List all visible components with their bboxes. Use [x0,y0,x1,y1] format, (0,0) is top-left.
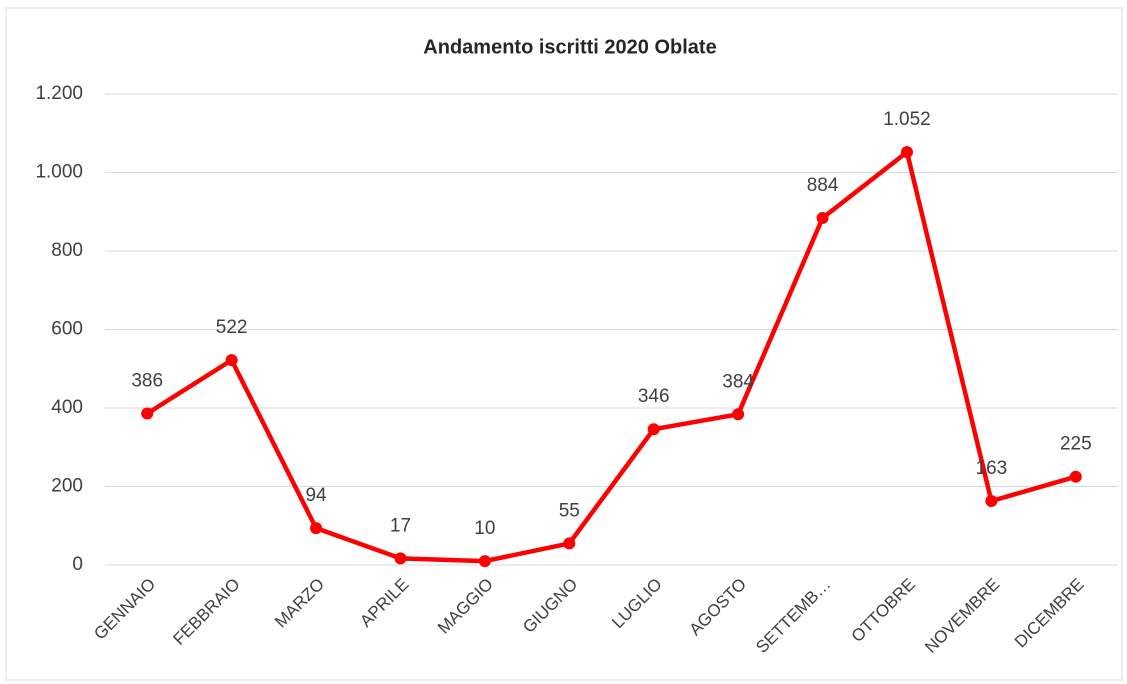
point [985,495,998,508]
y-tick-label: 600 [51,319,83,340]
data-label: 1.052 [883,109,931,130]
chart-frame [5,7,1123,681]
data-label: 386 [131,371,163,392]
data-label: 94 [305,485,327,506]
data-label: 225 [1060,434,1092,455]
data-label: 55 [559,500,580,521]
data-label: 884 [807,175,839,196]
chart-title: Andamento iscritti 2020 Oblate [423,36,716,58]
y-tick-label: 0 [72,554,83,575]
point [647,423,660,436]
y-tick-label: 400 [51,397,83,418]
y-tick-label: 800 [51,240,83,261]
point [141,407,154,420]
point [225,354,238,367]
point [816,212,829,225]
data-label: 346 [638,386,670,407]
point [394,552,407,565]
line [146,149,1077,564]
y-tick-label: 1.000 [35,162,83,183]
point [478,555,491,568]
point [1069,470,1082,483]
data-label: 522 [216,317,248,338]
point [563,537,576,550]
data-label: 10 [474,518,495,539]
point [732,408,745,421]
data-label: 17 [390,515,411,536]
y-tick-label: 1.200 [35,83,83,104]
y-tick-label: 200 [51,476,83,497]
data-label: 163 [976,458,1008,479]
point [900,146,913,159]
point [310,522,323,535]
data-label: 384 [722,371,754,392]
